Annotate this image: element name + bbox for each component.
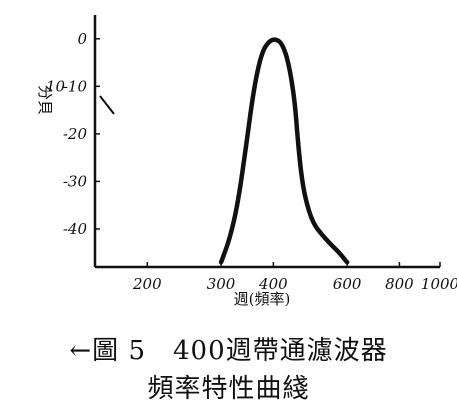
x-tick-label: 300: [207, 275, 236, 293]
x-tick-label: 600: [333, 275, 362, 293]
chart-series: [218, 37, 350, 265]
annotation-label: 10: [46, 77, 66, 95]
y-tick-label: -40: [63, 220, 88, 238]
y-tick-label: -10: [63, 77, 88, 95]
figure-caption-line-1: ←圖 5 400週帶通濾波器: [69, 336, 388, 366]
y-tick-label: -20: [63, 125, 88, 143]
x-tick-label: 200: [132, 275, 162, 293]
y-tick-label: 0: [77, 30, 87, 48]
y-tick-label: -30: [63, 172, 88, 190]
x-tick-label: 1000: [421, 275, 457, 293]
y-axis-label: 分貝: [36, 85, 54, 115]
figure-caption-line-2: 頻率特性曲綫: [147, 374, 310, 404]
x-tick-label: 800: [385, 275, 414, 293]
chart-ticks: 0 -10 -20 -30 -40 200 300 400 600 800 1000 10: [46, 30, 457, 293]
x-tick-label: 400: [258, 275, 288, 293]
response-curve: [218, 37, 350, 265]
annotation-pointer: [99, 95, 115, 115]
x-axis-label: 週(頻率): [234, 290, 291, 308]
chart-axes: [93, 15, 440, 269]
